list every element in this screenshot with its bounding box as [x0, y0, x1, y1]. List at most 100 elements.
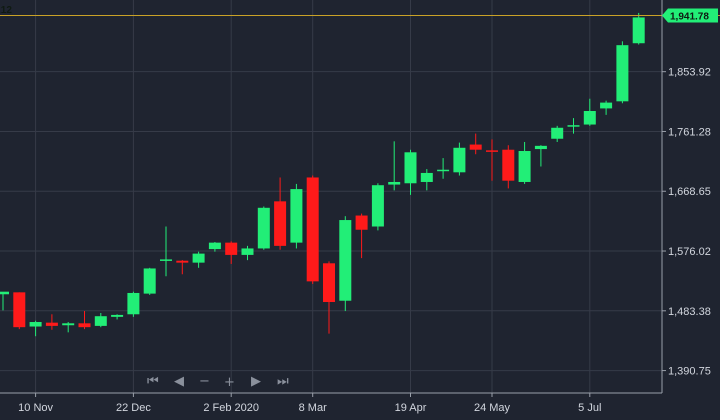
zoom-in-button[interactable]: + — [224, 375, 235, 390]
candle-body — [274, 201, 287, 246]
left-price-label: .12 — [0, 5, 12, 16]
candle-35 — [567, 118, 580, 134]
candle-5 — [78, 311, 91, 330]
candle-21 — [339, 216, 352, 312]
candle-body — [208, 242, 221, 250]
candle-12 — [192, 251, 205, 268]
candle-body — [486, 150, 498, 152]
candle-body — [323, 263, 335, 303]
candle-31 — [502, 145, 515, 189]
first-button[interactable]: ⏮ — [147, 374, 159, 389]
candle-28 — [453, 142, 466, 176]
candle-body — [453, 147, 466, 173]
candle-body — [62, 323, 75, 326]
next-button[interactable]: ▶ — [251, 374, 261, 389]
y-tick-label: 1,668.65 — [668, 186, 711, 198]
price-tag-label: 1,941.78 — [670, 11, 709, 22]
candle-body — [94, 316, 107, 326]
candle-body — [469, 144, 482, 150]
candle-body — [45, 322, 58, 326]
candle-body — [127, 292, 140, 315]
candle-37 — [600, 100, 613, 115]
candle-25 — [404, 149, 417, 195]
candle-4 — [62, 322, 75, 333]
last-button[interactable]: ⏭ — [277, 374, 289, 389]
candles — [0, 12, 645, 337]
candle-body — [160, 259, 172, 261]
candle-1 — [13, 292, 26, 330]
candle-34 — [551, 125, 564, 142]
prev-button[interactable]: ◀ — [174, 374, 184, 389]
x-tick-label: 5 Jul — [578, 402, 601, 414]
candle-29 — [469, 133, 482, 155]
candle-20 — [323, 261, 335, 334]
candle-body — [371, 185, 384, 227]
candle-body — [176, 260, 189, 263]
candle-body — [502, 149, 515, 181]
y-axis: 1,390.75 1,483.38 1,576.02 1,668.65 1,761.28… — [661, 0, 711, 393]
candle-body — [111, 314, 124, 317]
candle-body — [551, 127, 564, 139]
candle-8 — [127, 291, 140, 317]
candle-body — [518, 151, 531, 182]
candle-0 — [0, 291, 9, 311]
candle-3 — [45, 314, 58, 330]
current-price-tag: .12 1,941.78 — [0, 5, 718, 23]
candle-body — [192, 253, 205, 263]
candle-6 — [94, 312, 107, 328]
candle-26 — [420, 169, 433, 191]
candle-body — [632, 17, 645, 44]
candle-body — [355, 215, 368, 230]
candle-body — [78, 323, 91, 328]
x-tick-label: 19 Apr — [395, 402, 427, 414]
candle-body — [339, 220, 352, 301]
candle-body — [143, 268, 156, 294]
candle-23 — [371, 183, 384, 231]
candle-body — [583, 110, 596, 125]
candle-33 — [534, 145, 547, 167]
candle-2 — [29, 320, 42, 337]
candle-body — [13, 292, 26, 328]
candle-24 — [388, 141, 401, 191]
candle-body — [534, 145, 547, 150]
y-tick-label: 1,390.75 — [668, 366, 711, 378]
x-tick-label: 24 May — [474, 402, 511, 414]
candle-body — [567, 125, 580, 127]
candle-19 — [306, 175, 319, 284]
candle-16 — [257, 206, 270, 250]
candle-body — [257, 207, 270, 249]
candle-body — [616, 45, 629, 102]
x-tick-label: 10 Nov — [18, 402, 53, 414]
candle-7 — [111, 314, 124, 320]
candle-17 — [274, 177, 287, 250]
candle-13 — [208, 241, 221, 252]
candle-38 — [616, 41, 629, 104]
candle-body — [0, 291, 9, 295]
candle-body — [388, 181, 401, 185]
candle-11 — [176, 260, 189, 275]
candle-body — [225, 242, 238, 255]
y-tick-label: 1,483.38 — [668, 306, 711, 318]
candle-39 — [632, 12, 645, 45]
candle-body — [600, 102, 613, 109]
candle-body — [306, 177, 319, 282]
candle-36 — [583, 98, 596, 126]
candle-27 — [437, 158, 450, 179]
x-tick-label: 2 Feb 2020 — [203, 402, 259, 414]
candle-32 — [518, 141, 531, 184]
candle-9 — [143, 267, 156, 295]
y-tick-label: 1,576.02 — [668, 246, 711, 258]
candle-30 — [486, 139, 498, 181]
zoom-out-button[interactable]: − — [199, 374, 210, 389]
candle-10 — [160, 226, 172, 277]
candle-15 — [241, 245, 254, 261]
candle-body — [241, 248, 254, 255]
x-axis: 10 Nov 22 Dec 2 Feb 2020 8 Mar 19 Apr 24 May 5… — [0, 392, 662, 414]
x-tick-label: 8 Mar — [299, 402, 327, 414]
candle-18 — [290, 183, 303, 249]
y-tick-label: 1,853.92 — [668, 67, 711, 79]
candle-body — [404, 152, 417, 184]
candle-body — [437, 169, 450, 172]
